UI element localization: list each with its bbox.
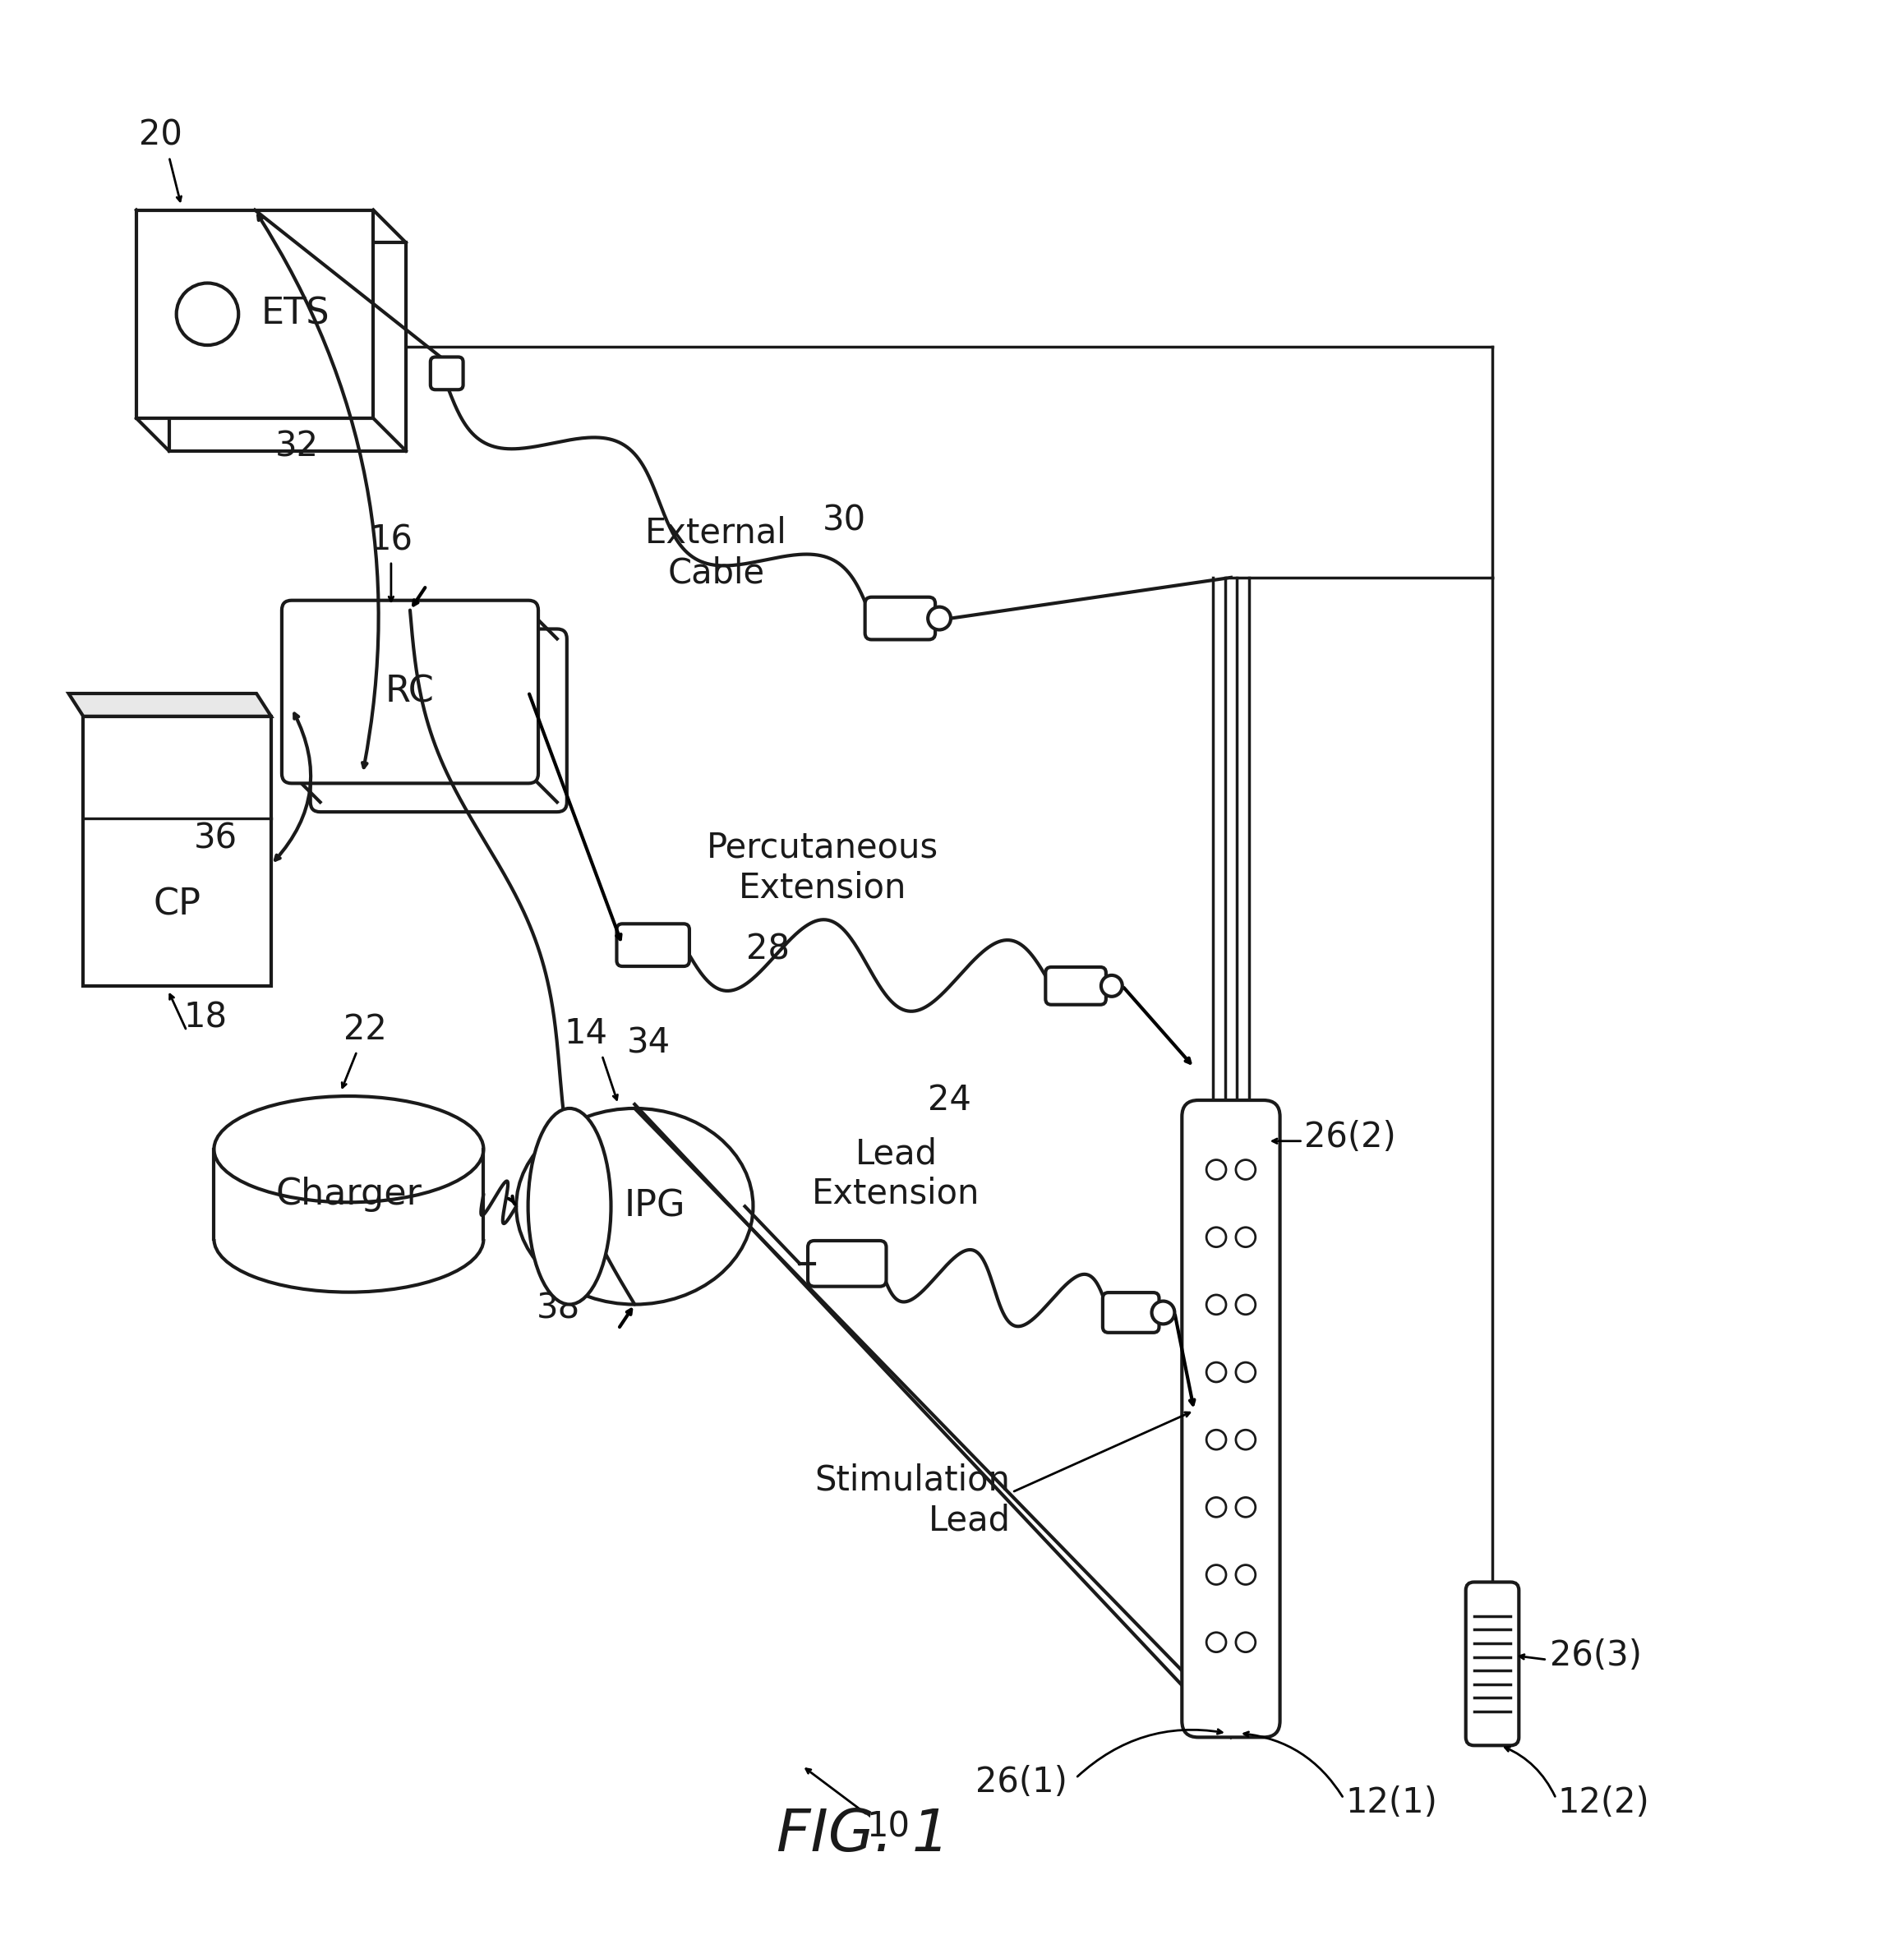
Circle shape xyxy=(1207,1498,1226,1517)
FancyBboxPatch shape xyxy=(282,600,539,784)
FancyBboxPatch shape xyxy=(617,923,689,966)
Circle shape xyxy=(927,608,950,629)
Text: 12(1): 12(1) xyxy=(1346,1786,1438,1819)
Text: External
Cable: External Cable xyxy=(645,517,788,590)
Text: Lead
Extension: Lead Extension xyxy=(813,1136,981,1211)
Text: Percutaneous
Extension: Percutaneous Extension xyxy=(706,830,939,906)
Circle shape xyxy=(1207,1295,1226,1314)
FancyBboxPatch shape xyxy=(430,356,463,389)
Text: 32: 32 xyxy=(276,430,318,464)
Ellipse shape xyxy=(527,1109,611,1304)
Text: IPG: IPG xyxy=(625,1188,685,1225)
Circle shape xyxy=(1236,1295,1255,1314)
Bar xyxy=(137,211,373,418)
Text: 26(1): 26(1) xyxy=(975,1765,1068,1800)
Text: 30: 30 xyxy=(823,503,866,538)
Circle shape xyxy=(1236,1159,1255,1180)
Circle shape xyxy=(1101,975,1121,997)
Text: 18: 18 xyxy=(183,1000,227,1035)
Text: 36: 36 xyxy=(194,822,238,855)
Text: CP: CP xyxy=(154,888,202,923)
Text: 28: 28 xyxy=(746,933,790,966)
Ellipse shape xyxy=(516,1109,754,1304)
Circle shape xyxy=(1236,1633,1255,1652)
Circle shape xyxy=(1207,1227,1226,1246)
Circle shape xyxy=(1236,1565,1255,1585)
Text: 10: 10 xyxy=(866,1809,910,1844)
Circle shape xyxy=(1236,1498,1255,1517)
FancyBboxPatch shape xyxy=(1045,968,1106,1004)
Text: 26(2): 26(2) xyxy=(1304,1120,1396,1153)
Text: 16: 16 xyxy=(369,522,413,557)
Circle shape xyxy=(1236,1362,1255,1382)
Text: ETS: ETS xyxy=(261,296,329,331)
Bar xyxy=(84,716,270,985)
Text: 14: 14 xyxy=(564,1016,607,1051)
Circle shape xyxy=(1207,1430,1226,1449)
Circle shape xyxy=(1207,1362,1226,1382)
FancyBboxPatch shape xyxy=(310,629,567,813)
Text: 34: 34 xyxy=(626,1026,670,1060)
FancyBboxPatch shape xyxy=(1466,1583,1519,1745)
Text: 12(2): 12(2) xyxy=(1557,1786,1649,1819)
Bar xyxy=(169,242,406,451)
Text: 26(3): 26(3) xyxy=(1550,1639,1641,1674)
Ellipse shape xyxy=(213,1095,484,1202)
Text: Stimulation
Lead: Stimulation Lead xyxy=(815,1463,1011,1538)
Circle shape xyxy=(1236,1430,1255,1449)
Text: 20: 20 xyxy=(139,118,183,153)
Circle shape xyxy=(1207,1159,1226,1180)
Circle shape xyxy=(1207,1565,1226,1585)
Circle shape xyxy=(1236,1227,1255,1246)
Circle shape xyxy=(1152,1300,1175,1324)
FancyBboxPatch shape xyxy=(864,598,935,640)
FancyBboxPatch shape xyxy=(1182,1101,1279,1738)
Text: 22: 22 xyxy=(343,1012,387,1047)
FancyBboxPatch shape xyxy=(807,1240,885,1287)
Text: Charger: Charger xyxy=(276,1176,423,1211)
Text: RC: RC xyxy=(385,673,434,710)
FancyBboxPatch shape xyxy=(1102,1293,1160,1333)
Circle shape xyxy=(1207,1633,1226,1652)
Text: 24: 24 xyxy=(927,1084,971,1118)
Polygon shape xyxy=(69,693,270,716)
Text: FIG. 1: FIG. 1 xyxy=(777,1807,950,1863)
Text: 38: 38 xyxy=(537,1291,581,1325)
